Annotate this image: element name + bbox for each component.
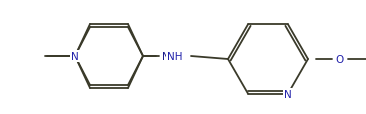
Text: N: N <box>71 52 79 61</box>
Text: N: N <box>284 89 292 99</box>
Text: O: O <box>336 54 344 64</box>
Text: NH: NH <box>162 52 178 61</box>
Text: NH: NH <box>167 52 183 61</box>
Text: N: N <box>71 52 79 61</box>
